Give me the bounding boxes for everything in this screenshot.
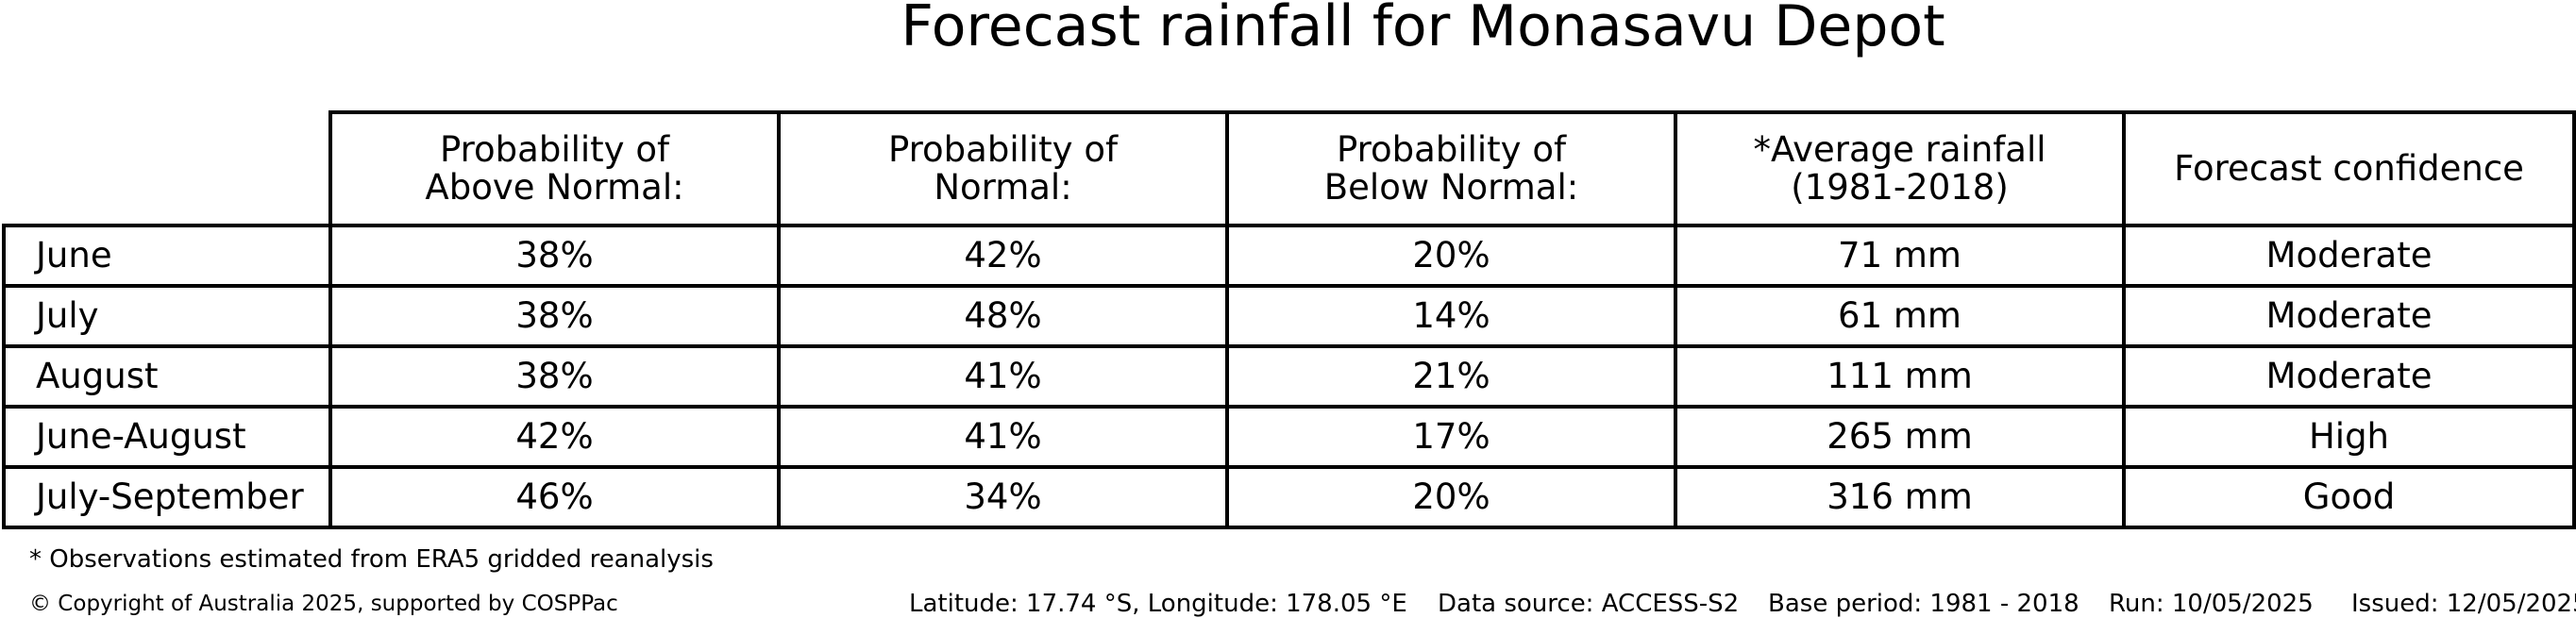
confidence-cell: High (2122, 405, 2576, 469)
average-rainfall-cell: 316 mm (1674, 465, 2126, 529)
issued-date: Issued: 12/05/2025 (2351, 590, 2576, 618)
table-header-row: Probability of Above Normal: Probability… (4, 110, 2576, 227)
table-row: August 38% 41% 21% 111 mm Moderate (2, 344, 2576, 409)
above-normal-cell: 42% (328, 405, 781, 469)
below-normal-cell: 21% (1225, 344, 1677, 409)
table-row: July-September 46% 34% 20% 316 mm Good (2, 465, 2576, 529)
below-normal-cell: 20% (1225, 224, 1677, 288)
normal-cell: 42% (777, 224, 1229, 288)
page-title: Forecast rainfall for Monasavu Depot (901, 0, 1945, 59)
column-header-average-rainfall: *Average rainfall (1981-2018) (1674, 110, 2126, 227)
location-coordinates: Latitude: 17.74 °S, Longitude: 178.05 °E (909, 590, 1407, 618)
average-rainfall-cell: 111 mm (1674, 344, 2126, 409)
confidence-cell: Moderate (2122, 224, 2576, 288)
period-cell: August (2, 344, 332, 409)
average-rainfall-cell: 71 mm (1674, 224, 2126, 288)
normal-cell: 34% (777, 465, 1229, 529)
average-rainfall-cell: 265 mm (1674, 405, 2126, 469)
normal-cell: 41% (777, 344, 1229, 409)
period-cell: July-September (2, 465, 332, 529)
above-normal-cell: 46% (328, 465, 781, 529)
table-row: July 38% 48% 14% 61 mm Moderate (2, 284, 2576, 348)
below-normal-cell: 20% (1225, 465, 1677, 529)
table-row: June-August 42% 41% 17% 265 mm High (2, 405, 2576, 469)
base-period: Base period: 1981 - 2018 (1768, 590, 2079, 618)
forecast-table: Probability of Above Normal: Probability… (2, 110, 2576, 529)
normal-cell: 41% (777, 405, 1229, 469)
below-normal-cell: 14% (1225, 284, 1677, 348)
above-normal-cell: 38% (328, 344, 781, 409)
footnote: * Observations estimated from ERA5 gridd… (29, 545, 714, 574)
period-cell: June (2, 224, 332, 288)
column-header-below-normal: Probability of Below Normal: (1225, 110, 1677, 227)
above-normal-cell: 38% (328, 224, 781, 288)
below-normal-cell: 17% (1225, 405, 1677, 469)
period-cell: July (2, 284, 332, 348)
above-normal-cell: 38% (328, 284, 781, 348)
data-source: Data source: ACCESS-S2 (1438, 590, 1740, 618)
confidence-cell: Good (2122, 465, 2576, 529)
confidence-cell: Moderate (2122, 284, 2576, 348)
normal-cell: 48% (777, 284, 1229, 348)
period-cell: June-August (2, 405, 332, 469)
copyright-notice: © Copyright of Australia 2025, supported… (29, 592, 618, 616)
column-header-normal: Probability of Normal: (777, 110, 1229, 227)
average-rainfall-cell: 61 mm (1674, 284, 2126, 348)
column-header-forecast-confidence: Forecast confidence (2122, 110, 2576, 227)
run-date: Run: 10/05/2025 (2109, 590, 2314, 618)
table-corner-cell (4, 112, 332, 227)
confidence-cell: Moderate (2122, 344, 2576, 409)
table-row: June 38% 42% 20% 71 mm Moderate (2, 224, 2576, 288)
column-header-above-normal: Probability of Above Normal: (328, 110, 781, 227)
